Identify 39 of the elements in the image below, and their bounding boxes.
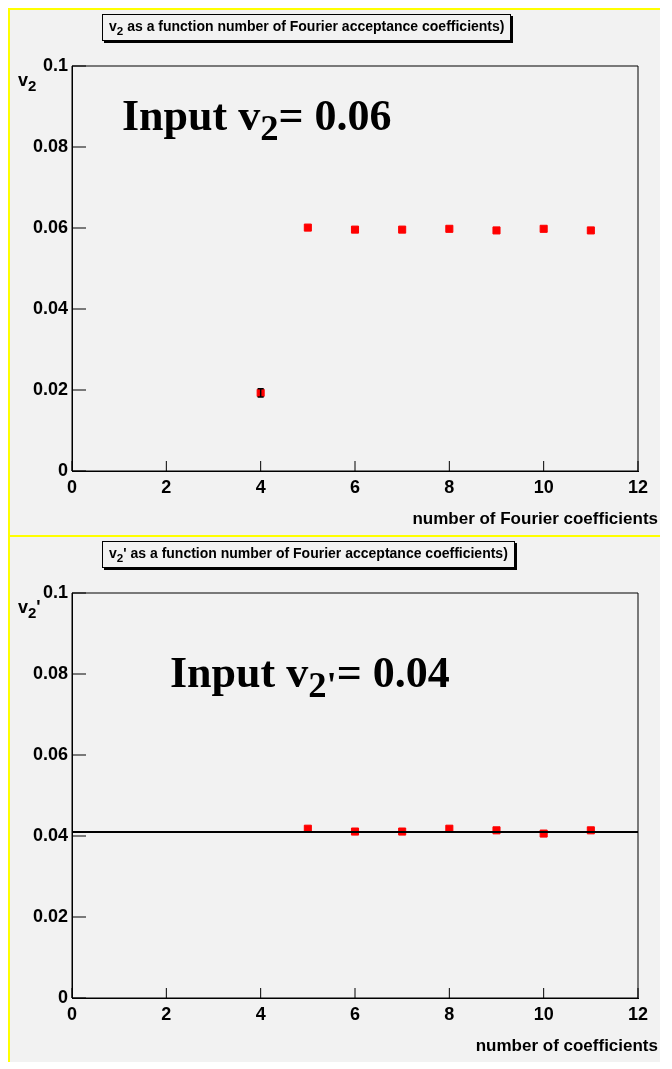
x-tick-label: 2 — [161, 476, 172, 497]
y-axis-title: v$_{2}$ — [18, 70, 37, 94]
y-tick-label: 0 — [57, 986, 68, 1007]
x-tick-label: 8 — [444, 476, 455, 497]
y-tick-label: 0.06 — [32, 743, 68, 764]
point — [492, 226, 501, 235]
x-tick-label: 10 — [533, 476, 554, 497]
point — [350, 225, 360, 234]
point — [303, 223, 312, 232]
x-tick-label: 12 — [627, 476, 649, 497]
x-axis-title: number of Fourier coefficients — [412, 509, 658, 529]
x-tick-label: 6 — [349, 1003, 361, 1024]
x-tick-label: 2 — [161, 1003, 172, 1024]
y-tick-label: 0.1 — [42, 581, 68, 602]
y-tick-label: 0.08 — [32, 135, 68, 156]
y-tick-label: 0.06 — [32, 216, 68, 237]
point — [398, 225, 407, 234]
y-tick-label: 0.08 — [32, 662, 68, 683]
y-tick-label: 0 — [57, 459, 68, 480]
annotation: Input v$_{2'}$= 0.04 — [170, 647, 450, 706]
point — [586, 226, 595, 235]
y-tick-label: 0.04 — [32, 824, 68, 845]
annotation: Input v$_{2}$= 0.06 — [122, 90, 392, 149]
y-tick-label: 0.04 — [32, 297, 68, 318]
x-tick-label: 4 — [255, 1003, 266, 1024]
y-tick-label: 0.1 — [42, 54, 68, 75]
chart-title: v$_{2}$ as a function number of Fourier acceptance coefficients) — [102, 14, 512, 41]
y-axis-title: v$_{2}$' — [18, 597, 41, 621]
x-tick-label: 8 — [444, 1003, 455, 1024]
x-axis-title: number of coefficients — [475, 1036, 658, 1056]
y-tick-label: 0.02 — [32, 905, 68, 926]
x-tick-label: 12 — [627, 1003, 649, 1024]
x-tick-label: 10 — [533, 1003, 554, 1024]
y-tick-label: 0.02 — [32, 378, 68, 399]
x-tick-label: 6 — [349, 476, 361, 497]
point — [445, 224, 454, 233]
point — [539, 224, 548, 233]
chart-title: v$_{2}$' as a function number of Fourier acceptance coefficients) — [102, 541, 515, 568]
x-tick-label: 4 — [255, 476, 266, 497]
